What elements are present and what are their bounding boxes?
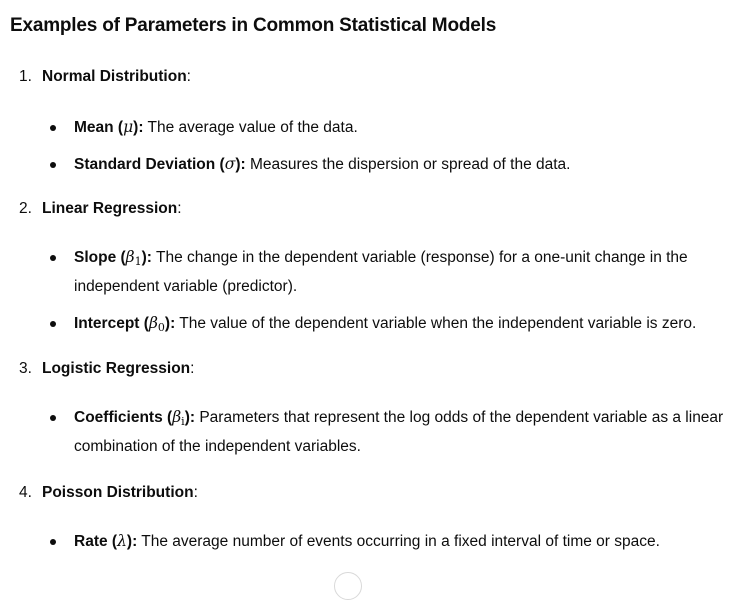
- bullet-icon: [50, 125, 56, 131]
- list-item: Coefficients (βi): Parameters that repre…: [10, 403, 746, 461]
- parameter-subscript: 0: [157, 321, 165, 334]
- section-title: 3. Logistic Regression:: [10, 357, 746, 381]
- parameter-description: Parameters that represent the log odds o…: [74, 409, 724, 455]
- section-label: Logistic Regression:: [42, 360, 195, 377]
- section-label: Poisson Distribution:: [42, 484, 198, 501]
- section-title: 4. Poisson Distribution:: [10, 481, 746, 505]
- section-title: 1. Normal Distribution:: [10, 65, 746, 89]
- parameter-description: The average number of events occurring i…: [137, 533, 660, 550]
- bullet-icon: [50, 255, 56, 261]
- section-title: 2. Linear Regression:: [10, 197, 746, 221]
- parameter-subscript: i: [181, 415, 185, 428]
- parameter-symbol: σ: [224, 155, 236, 173]
- parameter-description: The average value of the data.: [143, 119, 358, 136]
- section-label: Normal Distribution:: [42, 68, 191, 85]
- parameter-description: Measures the dispersion or spread of the…: [245, 156, 571, 173]
- section-label: Linear Regression:: [42, 200, 182, 217]
- parameter-term: Coefficients (βi):: [74, 408, 196, 428]
- bullet-icon: [50, 162, 56, 168]
- list-item: Mean (μ): The average value of the data.: [10, 113, 746, 142]
- section-logistic-regression: 3. Logistic Regression: Coefficients (βi…: [10, 357, 746, 461]
- parameter-description: The value of the dependent variable when…: [175, 315, 697, 332]
- parameter-symbol: β0: [148, 314, 165, 334]
- bullet-icon: [50, 321, 56, 327]
- bullet-icon: [50, 539, 56, 545]
- section-normal-distribution: 1. Normal Distribution: Mean (μ): The av…: [10, 65, 746, 179]
- section-number: 2.: [19, 200, 32, 217]
- parameter-symbol: λ: [117, 532, 127, 550]
- parameter-term: Intercept (β0):: [74, 314, 176, 334]
- parameter-term: Mean (μ):: [74, 118, 144, 136]
- section-number: 4.: [19, 484, 32, 501]
- parameter-term: Slope (β1):: [74, 248, 152, 268]
- parameter-symbol: μ: [123, 118, 134, 136]
- scroll-down-icon[interactable]: [334, 572, 362, 600]
- list-item: Standard Deviation (σ): Measures the dis…: [10, 150, 746, 179]
- list-item: Slope (β1): The change in the dependent …: [10, 243, 746, 301]
- list-item: Intercept (β0): The value of the depende…: [10, 309, 746, 339]
- parameter-subscript: 1: [134, 255, 142, 268]
- parameter-term: Rate (λ):: [74, 532, 138, 550]
- parameter-symbol: β1: [125, 248, 142, 268]
- list-item: Rate (λ): The average number of events o…: [10, 527, 746, 556]
- section-number: 1.: [19, 68, 32, 85]
- parameter-symbol: βi: [172, 408, 185, 428]
- section-poisson-distribution: 4. Poisson Distribution: Rate (λ): The a…: [10, 481, 746, 556]
- parameter-term: Standard Deviation (σ):: [74, 155, 246, 173]
- bullet-icon: [50, 415, 56, 421]
- section-linear-regression: 2. Linear Regression: Slope (β1): The ch…: [10, 197, 746, 339]
- page-title: Examples of Parameters in Common Statist…: [10, 15, 497, 36]
- section-number: 3.: [19, 360, 32, 377]
- parameter-description: The change in the dependent variable (re…: [74, 249, 688, 295]
